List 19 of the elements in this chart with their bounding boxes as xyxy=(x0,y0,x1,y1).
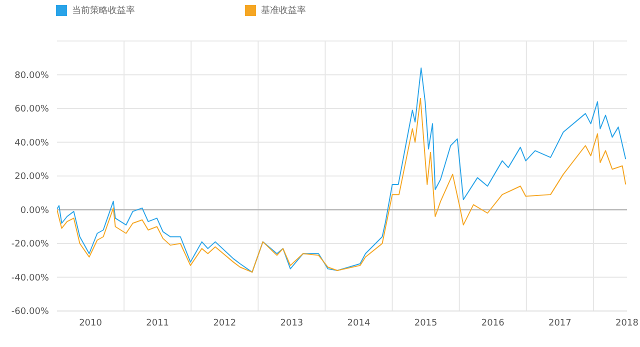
x-tick-label: 2017 xyxy=(548,318,572,328)
y-tick-label: 20.00% xyxy=(14,172,50,182)
legend-label: 当前策略收益率 xyxy=(72,4,135,17)
x-tick-label: 2016 xyxy=(481,318,505,328)
y-tick-label: 0.00% xyxy=(20,206,50,216)
y-tick-label: 60.00% xyxy=(14,104,50,115)
y-tick-label: -20.00% xyxy=(11,240,50,250)
y-tick-label: -60.00% xyxy=(11,307,50,318)
x-tick-label: 2013 xyxy=(280,318,304,328)
x-tick-label: 2015 xyxy=(414,318,438,328)
y-tick-label: -40.00% xyxy=(11,273,50,284)
y-tick-label: 80.00% xyxy=(14,70,50,81)
legend-label: 基准收益率 xyxy=(261,4,306,17)
x-tick-label: 2011 xyxy=(146,318,170,328)
x-tick-label: 2014 xyxy=(347,318,370,328)
y-tick-label: 40.00% xyxy=(14,138,50,148)
x-tick-label: 2012 xyxy=(213,318,236,328)
x-tick-label: 2010 xyxy=(79,318,102,328)
x-tick-label: 2018 xyxy=(616,318,639,328)
